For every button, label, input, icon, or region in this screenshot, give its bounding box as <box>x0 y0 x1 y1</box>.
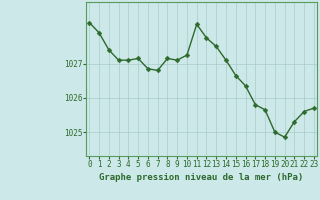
X-axis label: Graphe pression niveau de la mer (hPa): Graphe pression niveau de la mer (hPa) <box>100 173 304 182</box>
